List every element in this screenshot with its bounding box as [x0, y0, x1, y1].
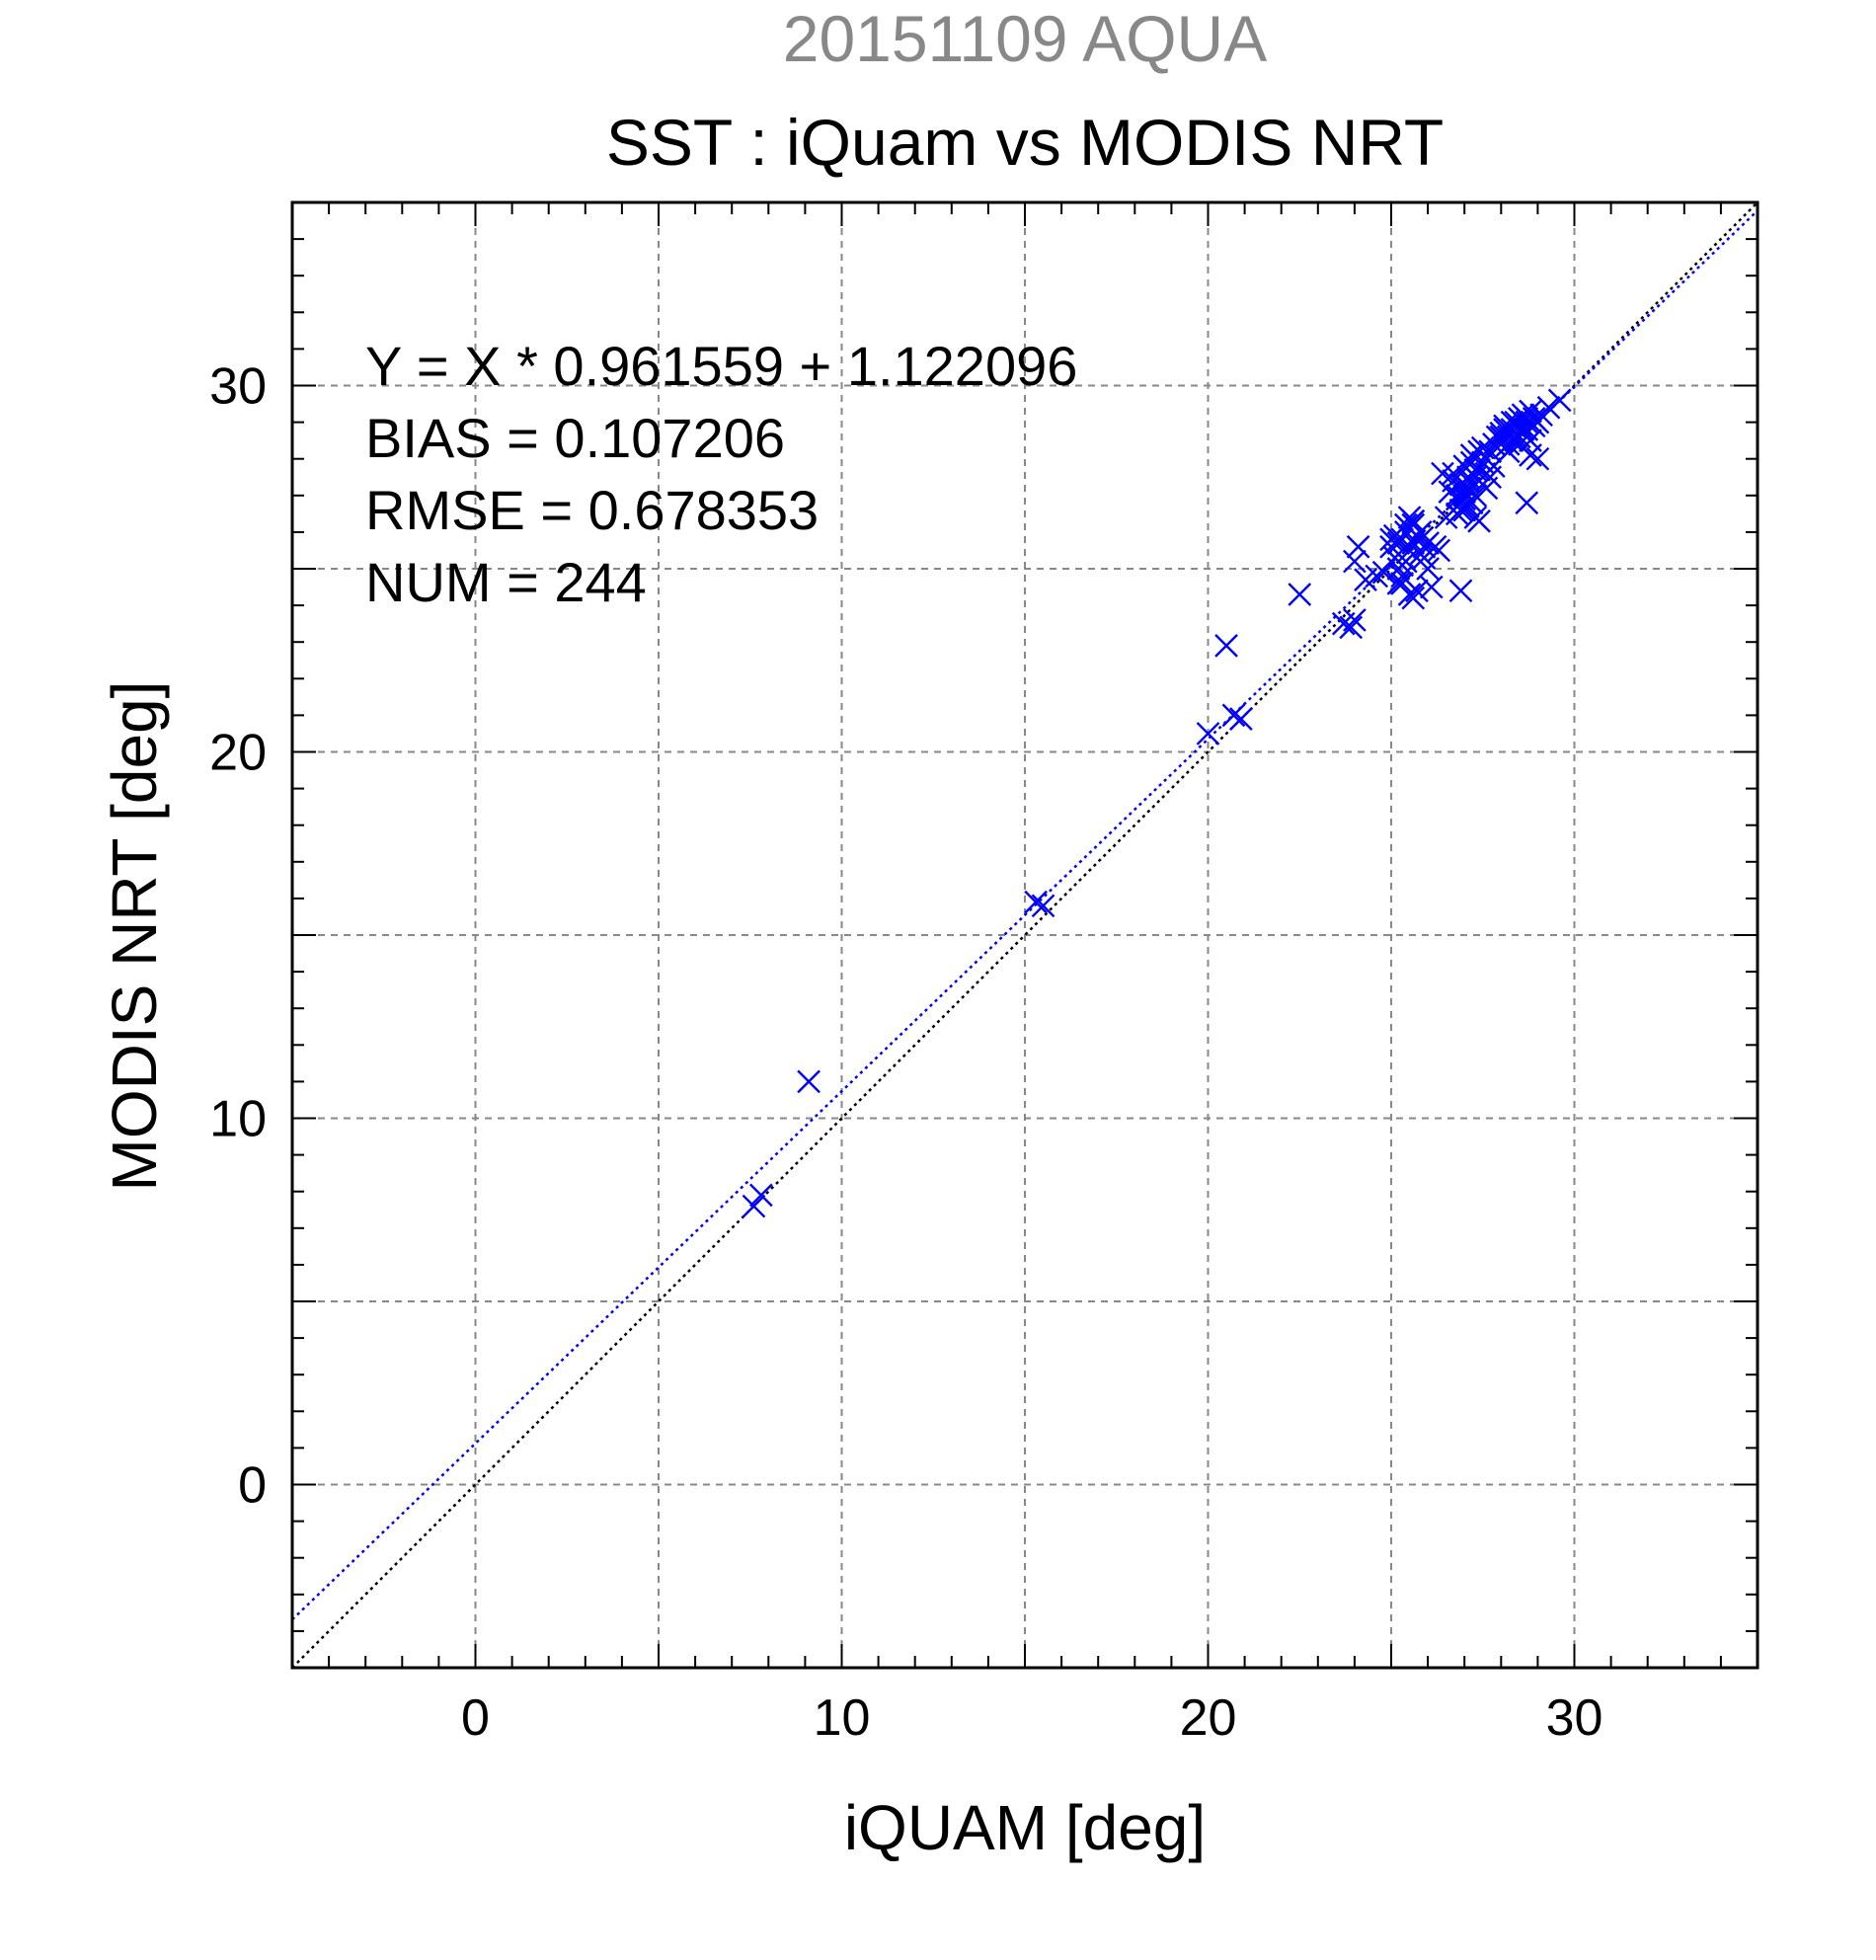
data-point: [1515, 491, 1539, 515]
y-tick-label: 30: [209, 358, 267, 416]
data-point: [1519, 443, 1542, 467]
data-point: [1496, 439, 1521, 464]
data-point: [1427, 538, 1451, 563]
data-point: [1339, 615, 1364, 640]
chart-title: SST : iQuam vs MODIS NRT: [606, 106, 1444, 179]
stats-annotation-line: RMSE = 0.678353: [365, 479, 819, 541]
data-point: [1431, 461, 1454, 486]
data-point: [1536, 395, 1561, 420]
x-tick-label: 20: [1180, 1689, 1237, 1747]
data-point: [1416, 531, 1440, 555]
y-tick-label: 20: [209, 725, 267, 782]
y-tick-label: 10: [209, 1091, 267, 1148]
x-tick-label: 10: [814, 1689, 871, 1747]
data-point: [1024, 890, 1048, 914]
data-point: [1419, 575, 1444, 599]
major-ticks: [292, 202, 1758, 1668]
scatter-points: [742, 388, 1572, 1218]
x-axis-label: iQUAM [deg]: [844, 1792, 1206, 1863]
data-point: [1386, 531, 1411, 555]
data-point: [1365, 564, 1389, 588]
y-axis-label: MODIS NRT [deg]: [99, 681, 170, 1192]
stats-annotation-line: Y = X * 0.961559 + 1.122096: [365, 335, 1077, 397]
data-point: [749, 1183, 773, 1208]
grid-layer: [292, 202, 1758, 1668]
data-point: [742, 1194, 766, 1218]
data-point: [1489, 425, 1514, 449]
minor-ticks: [292, 202, 1758, 1668]
stats-annotations: Y = X * 0.961559 + 1.122096 BIAS = 0.1072…: [365, 335, 1077, 613]
data-point: [1221, 703, 1246, 728]
data-point: [1459, 450, 1484, 475]
y-tick-label: 0: [238, 1457, 267, 1515]
x-tick-label: 0: [461, 1689, 490, 1747]
data-point: [1485, 425, 1510, 449]
data-point: [1031, 894, 1055, 918]
chart-subtitle: 20151109 AQUA: [783, 2, 1268, 75]
data-point: [1401, 509, 1426, 533]
data-point: [1459, 443, 1484, 467]
data-point: [1379, 527, 1403, 552]
data-point: [1390, 571, 1414, 595]
data-point: [1456, 465, 1480, 490]
tick-labels: 0 10 20 30 0 10 20 30: [209, 358, 1602, 1748]
data-point: [1343, 549, 1367, 574]
data-point: [1525, 446, 1550, 471]
data-point: [1343, 608, 1367, 632]
data-point: [1229, 707, 1253, 731]
data-point: [1401, 586, 1426, 610]
data-point: [1547, 388, 1572, 413]
data-point: [1452, 480, 1477, 504]
data-point: [797, 1069, 821, 1094]
x-tick-label: 30: [1546, 1689, 1603, 1747]
data-point: [1470, 435, 1495, 460]
data-point: [1416, 557, 1440, 581]
data-point: [1448, 498, 1473, 522]
data-point: [1467, 509, 1491, 533]
data-point: [1214, 634, 1238, 658]
data-point: [1288, 583, 1312, 606]
stats-annotation-line: BIAS = 0.107206: [365, 407, 785, 469]
plot-frame: [290, 200, 1759, 1670]
data-point: [1196, 722, 1220, 745]
data-point: [1448, 579, 1473, 603]
data-point: [1511, 418, 1535, 441]
data-point: [1445, 483, 1469, 508]
data-point: [1346, 534, 1370, 559]
data-point: [1390, 564, 1414, 588]
data-point: [1474, 476, 1499, 501]
stats-annotation-line: NUM = 244: [365, 551, 647, 613]
data-point: [1371, 560, 1396, 585]
